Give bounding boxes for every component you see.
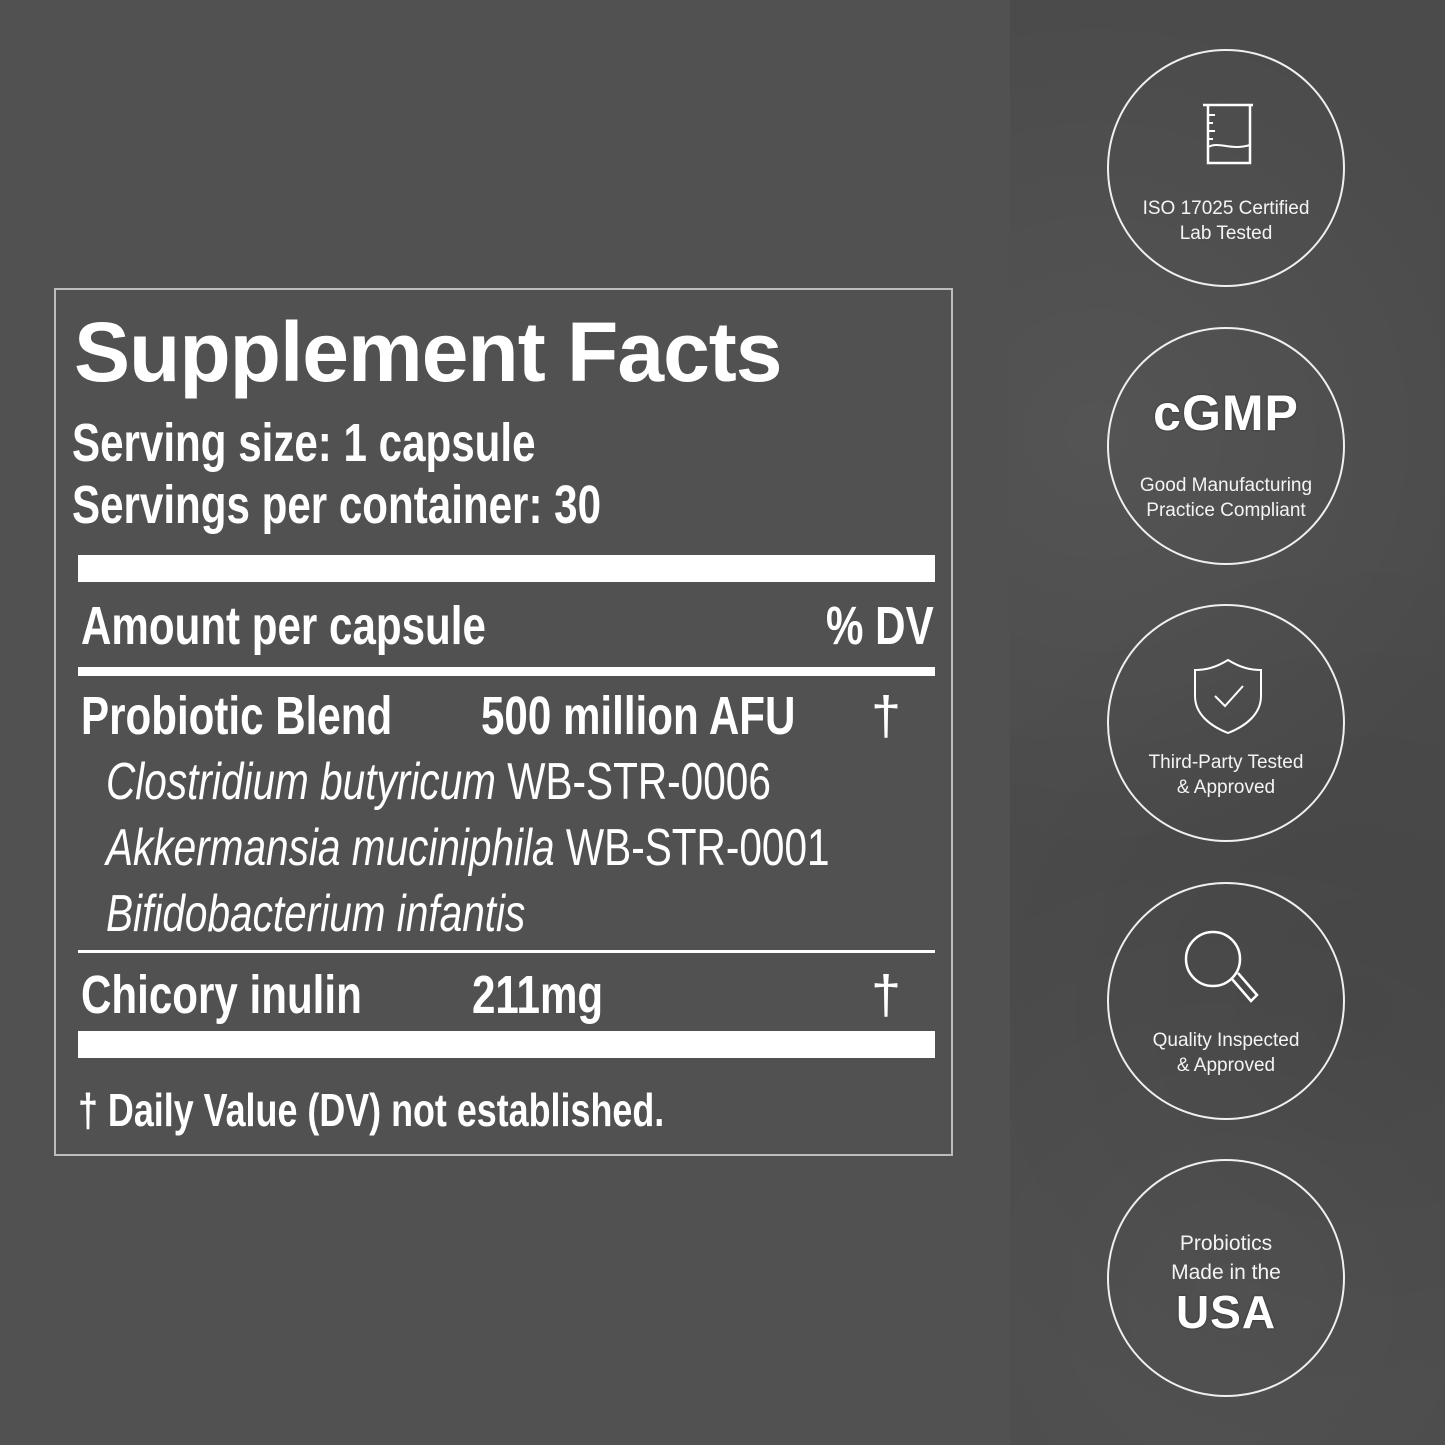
badge-line: Third-Party Tested [1148,752,1304,773]
badge-line: ISO 17025 Certified [1142,198,1310,219]
strain: Clostridium butyricum WB-STR-0006 [106,752,771,812]
magnifier-icon [1184,930,1259,1003]
medium-divider [78,667,935,676]
ingredient-name: Chicory inulin [81,965,362,1025]
thick-divider [78,1031,935,1058]
ingredient-amount: 211mg [472,965,604,1025]
dagger-mark: † [871,686,902,746]
badge-line: Lab Tested [1179,223,1273,244]
badge-line: Quality Inspected [1152,1030,1300,1051]
strain-species: Akkermansia muciniphila [106,819,555,877]
usa-text: USA [1175,1286,1277,1338]
badge-third-party-tested: Third-Party Tested & Approved [1107,604,1345,842]
strain-code: WB-STR-0006 [507,753,771,811]
footnote: † Daily Value (DV) not established. [78,1084,665,1136]
dv-header: % DV [826,596,934,656]
strain-species: Bifidobacterium infantis [106,885,526,943]
badge-line: Made in the [1171,1261,1281,1284]
badge-iso-lab-tested: ISO 17025 Certified Lab Tested [1107,49,1345,287]
strain-code: WB-STR-0001 [565,819,830,877]
thick-divider [78,555,935,582]
shield-check-icon [1194,658,1262,735]
supplement-facts-label: Supplement Facts Serving size: 1 capsule… [54,288,953,1156]
badge-line: Good Manufacturing [1139,475,1313,496]
strain-species: Clostridium butyricum [106,753,496,811]
badge-made-in-usa: Probiotics Made in the USA [1107,1159,1345,1397]
servings-per-container: Servings per container: 30 [72,475,602,535]
strain: Akkermansia muciniphila WB-STR-0001 [106,818,830,878]
label-title: Supplement Facts [74,305,782,399]
badge-quality-inspected: Quality Inspected & Approved [1107,882,1345,1120]
badge-line: & Approved [1176,777,1276,798]
badge-line: & Approved [1176,1055,1276,1076]
badge-line: Probiotics [1179,1232,1273,1255]
cgmp-logo: cGMP [1153,385,1299,441]
beaker-icon [1203,103,1253,165]
thin-divider [78,950,935,953]
strain: Bifidobacterium infantis [106,884,525,944]
badge-cgmp: cGMP Good Manufacturing Practice Complia… [1107,327,1345,565]
amount-header: Amount per capsule [81,596,486,656]
dagger-mark: † [871,965,902,1025]
badge-line: Practice Compliant [1146,500,1306,521]
serving-size: Serving size: 1 capsule [72,413,536,473]
ingredient-amount: 500 million AFU [481,686,796,746]
ingredient-name: Probiotic Blend [81,686,393,746]
